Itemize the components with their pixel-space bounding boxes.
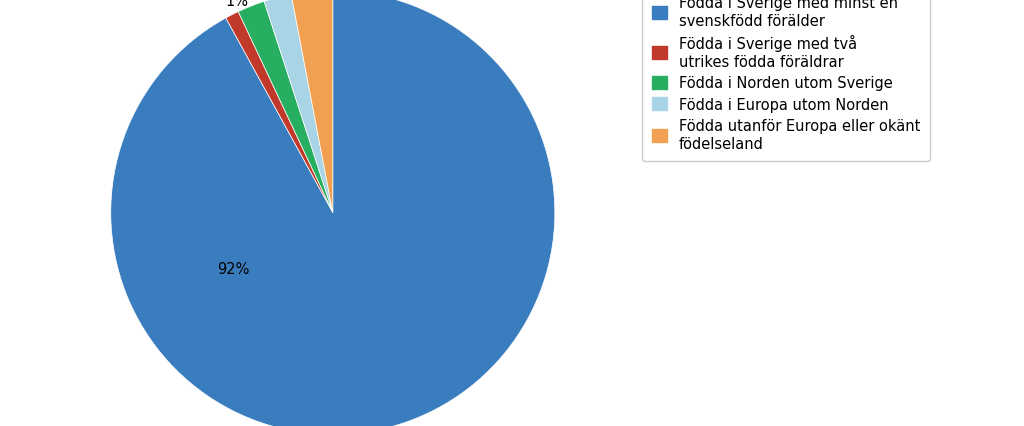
Text: 1%: 1% (225, 0, 248, 9)
Text: 92%: 92% (217, 261, 249, 276)
Legend: Födda i Sverige med minst en
svenskfödd förälder, Födda i Sverige med två
utrike: Födda i Sverige med minst en svenskfödd … (642, 0, 930, 161)
Wedge shape (264, 0, 333, 213)
Wedge shape (291, 0, 333, 213)
Wedge shape (239, 2, 333, 213)
Wedge shape (226, 12, 333, 213)
Wedge shape (111, 0, 555, 426)
